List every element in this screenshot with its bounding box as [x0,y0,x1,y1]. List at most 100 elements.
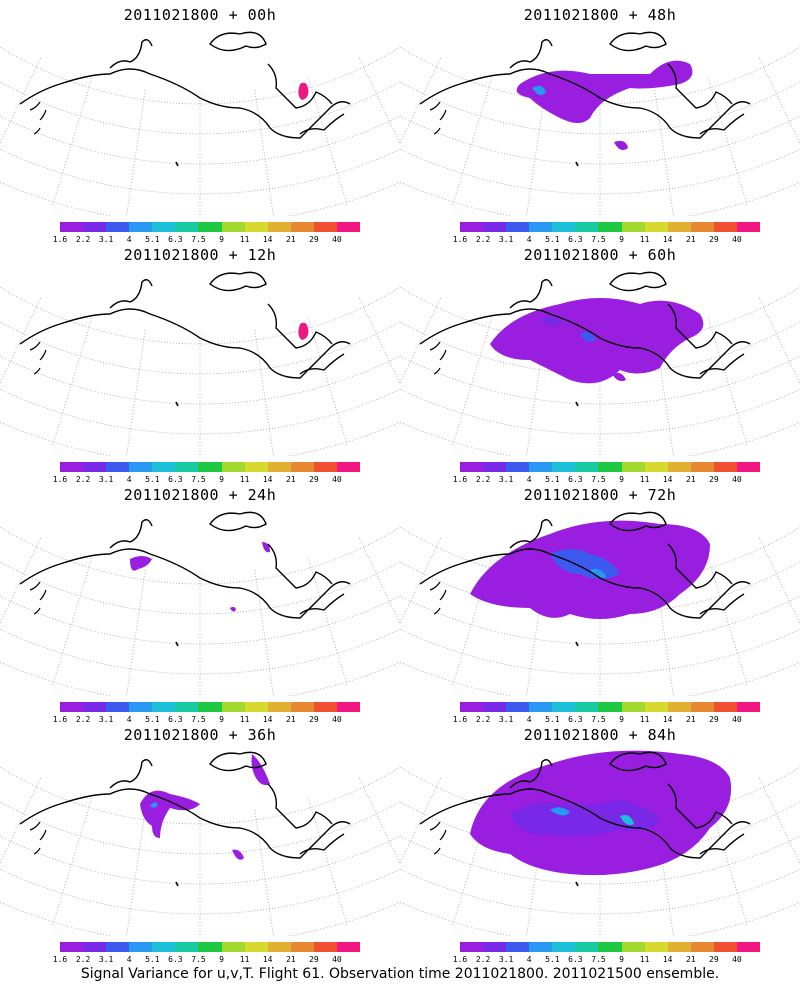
colorbar-tick-label: 11 [639,955,650,964]
panel-title: 2011021800 + 00h [123,6,277,24]
colorbar-tick-label: 6.3 [168,235,183,244]
colorbar-tick-label: 7.5 [591,475,606,484]
colorbar-tick-label: 6.3 [168,715,183,724]
colorbar-tick-label: 21 [285,475,296,484]
colorbar-tick-label: 14 [262,475,273,484]
coastline [419,271,751,407]
variance-contour [490,298,704,384]
colorbar-tick-label: 40 [732,235,742,244]
colorbar-swatch [529,222,553,232]
colorbar-tick-label: 5.1 [545,955,560,964]
polar-map [0,751,400,936]
variance-field [470,750,732,876]
colorbar-swatch [621,462,645,472]
panel-title: 2011021800 + 36h [123,726,277,744]
colorbar-swatch [290,942,314,952]
colorbar-tick-label: 6.3 [168,955,183,964]
colorbar-tick-label: 3.1 [498,475,514,484]
colorbar-tick-label: 40 [732,475,742,484]
colorbar-swatch [483,942,507,952]
colorbar-tick-label: 14 [262,235,273,244]
colorbar-swatch [598,462,622,472]
colorbar-swatch [552,222,576,232]
colorbar-swatch [106,702,130,712]
colorbar-labels: 1.6 2.2 3.1 4 5.1 6.3 7.5 9 11 14 21 29 40 [453,955,760,965]
colorbar-swatch [575,222,599,232]
colorbar-swatch [598,702,622,712]
colorbar-swatch [267,702,291,712]
colorbar-tick-label: 9 [619,475,624,484]
colorbar-tick-label: 5.1 [545,715,560,724]
colorbar-swatch [713,462,737,472]
colorbar-tick-label: 40 [332,715,342,724]
map-panel: 2011021800 + 84h 1.6 2.2 3.1 4 5.1 6.3 7.5 9 11 14… [400,720,800,968]
colorbar-tick-label: 14 [662,955,673,964]
colorbar-tick-label: 2.2 [75,235,91,244]
colorbar-swatch [575,942,599,952]
polar-map [400,271,800,456]
variance-contour [540,316,562,327]
colorbar-swatch [621,942,645,952]
colorbar-tick-label: 4 [526,235,532,244]
variance-field [470,520,710,619]
polar-map [400,511,800,696]
colorbar-tick-label: 29 [309,715,319,724]
colorbar-tick-label: 29 [709,475,719,484]
colorbar-tick-label: 2.2 [75,955,91,964]
colorbar-swatch [290,222,314,232]
panel-title: 2011021800 + 60h [523,246,677,264]
colorbar-swatch [290,702,314,712]
colorbar-swatch [506,462,530,472]
colorbar-swatch [60,942,84,952]
graticule [0,526,400,696]
colorbar-swatch [175,942,199,952]
variance-contour [580,332,596,342]
colorbar-tick-label: 6.3 [568,235,583,244]
colorbar-tick-label: 7.5 [191,475,206,484]
colorbar-tick-label: 3.1 [98,955,114,964]
colorbar-swatch [221,222,245,232]
colorbar-swatch [175,222,199,232]
colorbar-tick-label: 6.3 [568,715,583,724]
colorbar-tick-label: 2.2 [475,475,491,484]
variance-contour [298,82,309,100]
variance-contour [516,60,693,123]
colorbar-swatch [267,222,291,232]
colorbar-tick-label: 11 [239,235,250,244]
variance-contour [251,754,270,786]
colorbar-tick-label: 3.1 [498,715,514,724]
colorbar-swatch [198,462,222,472]
colorbar-swatch [460,462,484,472]
colorbar-tick-label: 1.6 [452,235,468,244]
colorbar-swatch [60,462,84,472]
colorbar-tick-label: 11 [239,715,250,724]
colorbar-tick-label: 1.6 [452,715,468,724]
colorbar-swatch [644,702,668,712]
colorbar-swatch [221,942,245,952]
colorbar-tick-label: 4 [526,715,532,724]
coastline [419,751,751,887]
colorbar-swatch [129,222,153,232]
graticule [0,286,400,456]
colorbar-tick-label: 7.5 [591,955,606,964]
map-panel: 2011021800 + 36h 1.6 2.2 3.1 4 5.1 6.3 7.5 9 11 14… [0,720,400,968]
panel-title: 2011021800 + 72h [523,486,677,504]
colorbar-tick-label: 9 [619,955,624,964]
colorbar-tick-label: 14 [662,235,673,244]
variance-contour [150,802,158,808]
colorbar-swatch [621,222,645,232]
colorbar-swatch [129,462,153,472]
colorbar-tick-label: 11 [639,715,650,724]
colorbar-tick-label: 40 [332,955,342,964]
variance-contour [550,549,620,579]
colorbar-tick-label: 2.2 [75,475,91,484]
colorbar-tick-label: 21 [285,235,296,244]
colorbar-swatch [244,942,268,952]
colorbar-tick-label: 40 [332,235,342,244]
colorbar-swatch [83,222,107,232]
colorbar-swatch [106,222,130,232]
colorbar-tick-label: 21 [685,475,696,484]
variance-field [490,298,704,384]
colorbar-tick-label: 21 [285,955,296,964]
colorbar-swatch [244,462,268,472]
